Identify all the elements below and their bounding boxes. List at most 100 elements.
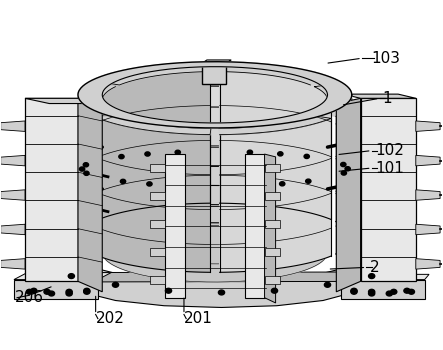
Polygon shape: [25, 262, 87, 269]
Polygon shape: [343, 94, 416, 98]
Polygon shape: [1, 155, 25, 166]
Polygon shape: [220, 118, 331, 272]
Polygon shape: [314, 84, 352, 116]
Polygon shape: [102, 166, 327, 225]
Circle shape: [79, 167, 85, 171]
Polygon shape: [14, 273, 111, 280]
Circle shape: [341, 162, 346, 167]
Polygon shape: [341, 274, 429, 280]
Polygon shape: [361, 98, 416, 281]
Polygon shape: [361, 262, 420, 269]
Circle shape: [351, 289, 357, 294]
Text: 201: 201: [184, 311, 213, 326]
Polygon shape: [102, 98, 327, 252]
Circle shape: [218, 290, 225, 295]
Text: 102: 102: [375, 143, 404, 158]
Polygon shape: [102, 186, 327, 245]
Circle shape: [345, 167, 350, 171]
Polygon shape: [150, 276, 165, 284]
Polygon shape: [264, 154, 276, 303]
Circle shape: [113, 282, 119, 287]
Polygon shape: [25, 98, 102, 104]
Circle shape: [324, 282, 330, 287]
Polygon shape: [264, 192, 280, 200]
Polygon shape: [102, 126, 327, 186]
Circle shape: [278, 152, 283, 156]
Circle shape: [66, 291, 72, 296]
Polygon shape: [1, 224, 25, 235]
Circle shape: [369, 274, 375, 279]
Polygon shape: [1, 121, 25, 131]
Polygon shape: [43, 272, 394, 282]
Circle shape: [280, 182, 285, 186]
Circle shape: [31, 288, 37, 293]
Polygon shape: [202, 63, 226, 84]
Polygon shape: [416, 190, 440, 200]
Polygon shape: [1, 190, 25, 200]
Circle shape: [119, 154, 124, 159]
Text: 202: 202: [96, 311, 124, 326]
Text: 103: 103: [372, 51, 400, 66]
Text: 206: 206: [15, 290, 44, 305]
Polygon shape: [361, 269, 414, 295]
Circle shape: [408, 289, 415, 294]
Polygon shape: [102, 205, 327, 264]
Polygon shape: [219, 65, 331, 85]
Circle shape: [68, 274, 74, 279]
Polygon shape: [220, 65, 331, 219]
Circle shape: [175, 150, 180, 154]
Circle shape: [249, 183, 255, 188]
Polygon shape: [1, 259, 25, 269]
Circle shape: [120, 179, 126, 183]
Polygon shape: [102, 147, 327, 206]
Polygon shape: [102, 69, 327, 128]
Polygon shape: [202, 60, 231, 63]
Text: 1: 1: [383, 91, 392, 106]
Polygon shape: [245, 154, 264, 298]
Circle shape: [84, 288, 90, 293]
Polygon shape: [416, 121, 440, 131]
Circle shape: [369, 289, 375, 294]
Circle shape: [391, 289, 397, 294]
Circle shape: [147, 182, 152, 186]
Polygon shape: [336, 98, 361, 292]
Circle shape: [165, 288, 171, 293]
Circle shape: [84, 289, 90, 294]
Polygon shape: [219, 115, 331, 135]
Polygon shape: [416, 224, 440, 235]
Text: 101: 101: [375, 161, 404, 176]
Circle shape: [145, 152, 150, 156]
Circle shape: [84, 171, 89, 175]
Polygon shape: [341, 280, 425, 299]
Circle shape: [48, 291, 54, 296]
Circle shape: [26, 289, 32, 294]
Circle shape: [66, 289, 72, 294]
Circle shape: [386, 291, 392, 296]
Polygon shape: [416, 259, 440, 269]
Polygon shape: [78, 84, 94, 254]
Circle shape: [83, 163, 89, 167]
Polygon shape: [336, 84, 352, 254]
Polygon shape: [264, 220, 280, 228]
Polygon shape: [264, 164, 280, 172]
Polygon shape: [150, 192, 165, 200]
Polygon shape: [150, 164, 165, 172]
Circle shape: [306, 179, 311, 183]
Polygon shape: [264, 276, 280, 284]
Polygon shape: [150, 220, 165, 228]
Circle shape: [369, 291, 375, 296]
Polygon shape: [99, 65, 211, 85]
Text: 2: 2: [369, 260, 379, 275]
Polygon shape: [78, 62, 352, 128]
Polygon shape: [78, 98, 102, 292]
Circle shape: [351, 288, 357, 293]
Polygon shape: [102, 223, 327, 282]
Circle shape: [272, 288, 278, 293]
Polygon shape: [99, 115, 211, 135]
Polygon shape: [416, 155, 440, 166]
Circle shape: [404, 288, 410, 293]
Circle shape: [247, 150, 253, 154]
Polygon shape: [99, 65, 210, 219]
Polygon shape: [264, 248, 280, 256]
Polygon shape: [102, 107, 327, 166]
